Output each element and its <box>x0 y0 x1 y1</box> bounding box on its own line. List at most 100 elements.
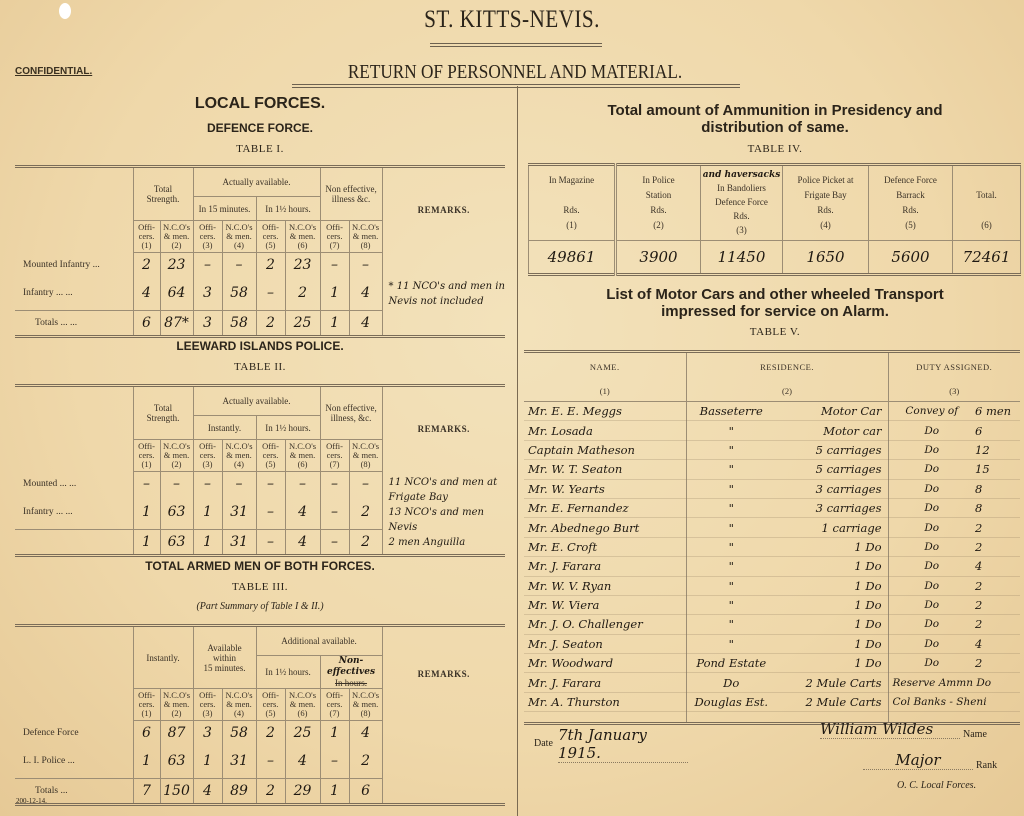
value-cell: 87 <box>159 720 194 745</box>
owner-name: Mr. W. Viera <box>524 595 687 616</box>
group-header-total: Total Strength. <box>132 166 194 221</box>
duty-assigned: Reserve Ammn Do <box>887 672 1021 693</box>
vehicle: 3 carriages <box>776 498 889 519</box>
value-cell: – <box>284 471 321 496</box>
value-cell: – <box>319 252 350 277</box>
value-cell: – <box>192 252 223 277</box>
totals-cell: 31 <box>221 529 257 556</box>
men-count: 6 <box>975 420 1021 441</box>
vehicle: 1 Do <box>776 653 889 674</box>
value-cell: 1 <box>132 495 161 530</box>
value-cell: – <box>132 471 161 496</box>
totals-label: Totals ... <box>15 778 134 805</box>
value-cell: 3 <box>192 276 223 311</box>
owner-name: Mr. W. Yearts <box>524 479 687 499</box>
duty-assigned: Do <box>887 498 975 519</box>
page-fold-divider <box>517 86 518 816</box>
value-cell: – <box>348 471 383 496</box>
totals-cell: – <box>255 529 286 556</box>
totals-cell: 7 <box>132 778 161 805</box>
duty-assigned: Do <box>887 653 975 674</box>
duty-assigned: Do <box>887 595 975 616</box>
column-header: N.C.O's & men. (8) <box>348 439 383 472</box>
men-count: 2 <box>975 595 1021 616</box>
confidential-mark: CONFIDENTIAL. <box>15 66 93 77</box>
remarks-header: REMARKS. <box>381 166 506 253</box>
duty-assigned: Do <box>887 440 975 461</box>
value-cell: – <box>221 471 257 496</box>
totals-cell: 4 <box>284 529 321 556</box>
value-cell: 2 <box>348 744 383 779</box>
column-header: N.C.O's & men. (4) <box>221 220 257 253</box>
handwritten-header-correction: Non-effectives <box>327 656 376 677</box>
owner-name: Mr. Woodward <box>524 653 687 674</box>
duty-assigned: Do <box>887 634 975 655</box>
transport-row: Mr. Abednego Burt " 1 carriage Do 2 <box>524 517 1021 538</box>
men-count: 8 <box>975 498 1021 519</box>
value-cell: 4 <box>348 720 383 745</box>
residence: Do <box>685 672 776 693</box>
transport-heading: List of Motor Cars and other wheeled Tra… <box>606 286 944 320</box>
duty-assigned: Col Banks - Sheni <box>887 692 1021 713</box>
value-cell: – <box>221 252 257 277</box>
group-header-noneff: Non effective, illness &c. <box>319 166 383 221</box>
column-header: Offi- cers. (3) <box>192 439 223 472</box>
totals-cell: 6 <box>348 778 383 805</box>
value-cell: 58 <box>221 276 257 311</box>
totals-cell: 2 <box>255 310 286 337</box>
column-header: N.C.O's & men. (8) <box>348 688 383 721</box>
duty-assigned: Convey of <box>887 401 975 422</box>
date-label: Date <box>534 738 553 749</box>
remarks-handwritten: 11 NCO's and men at Frigate Bay 13 NCO's… <box>381 471 506 556</box>
men-count: 4 <box>975 634 1021 655</box>
table-3-total-armed-men: Instantly. Available within 15 minutes. Ad… <box>15 624 506 806</box>
handwritten-annotation: and haversacks <box>702 169 781 180</box>
owner-name: Captain Matheson <box>524 440 687 461</box>
transport-row: Mr. W. Viera " 1 Do Do 2 <box>524 595 1021 616</box>
totals-cell: 58 <box>221 310 257 337</box>
group-header-within: Available within 15 minutes. <box>192 625 257 689</box>
men-count: 8 <box>975 479 1021 499</box>
ammunition-value: 3900 <box>614 240 701 275</box>
men-count: 12 <box>975 440 1021 461</box>
totals-cell: 3 <box>192 310 223 337</box>
row-label-header <box>15 385 134 472</box>
subtitle-rule <box>292 84 740 88</box>
value-cell: 1 <box>319 720 350 745</box>
group-header-sub1: In 15 minutes. <box>192 196 257 221</box>
column-header: Offi- cers. (1) <box>132 688 161 721</box>
value-cell: 1 <box>192 744 223 779</box>
row-label: Infantry ... ... <box>15 276 134 311</box>
value-cell: – <box>255 276 286 311</box>
column-header: NAME. <box>524 351 687 382</box>
blank-cell <box>685 711 776 724</box>
value-cell: 2 <box>284 276 321 311</box>
ammunition-column-header: Defence Force Barrack Rds. (5) <box>868 164 953 241</box>
column-header: Offi- cers. (3) <box>192 688 223 721</box>
totals-cell: 150 <box>159 778 194 805</box>
group-header-actual: Actually available. <box>192 385 321 416</box>
value-cell: 4 <box>348 276 383 311</box>
value-cell: 25 <box>284 720 321 745</box>
value-cell: – <box>348 252 383 277</box>
transport-row: Mr. E. E. Meggs Basseterre Motor Car Convey… <box>524 401 1021 422</box>
table2-caption: TABLE II. <box>234 361 286 373</box>
value-cell: 23 <box>284 252 321 277</box>
row-label: Defence Force <box>15 720 134 745</box>
remarks-header: REMARKS. <box>381 625 506 721</box>
transport-row: Mr. W. V. Ryan " 1 Do Do 2 <box>524 576 1021 596</box>
vehicle: Motor car <box>776 420 889 441</box>
residence: " <box>685 479 776 499</box>
table-1-defence-force: Total Strength. Actually available. Non ef… <box>15 165 506 338</box>
men-count: 15 <box>975 459 1021 480</box>
struck-header: In hours. <box>335 678 368 688</box>
residence: Pond Estate <box>685 653 776 674</box>
remarks-header: REMARKS. <box>381 385 506 472</box>
value-cell: 31 <box>221 495 257 530</box>
column-header: N.C.O's & men. (4) <box>221 439 257 472</box>
column-number: (3) <box>887 381 1021 402</box>
residence: " <box>685 537 776 558</box>
value-cell: 6 <box>132 720 161 745</box>
blank-cell <box>887 711 975 724</box>
vehicle: 2 Mule Carts <box>776 672 889 693</box>
